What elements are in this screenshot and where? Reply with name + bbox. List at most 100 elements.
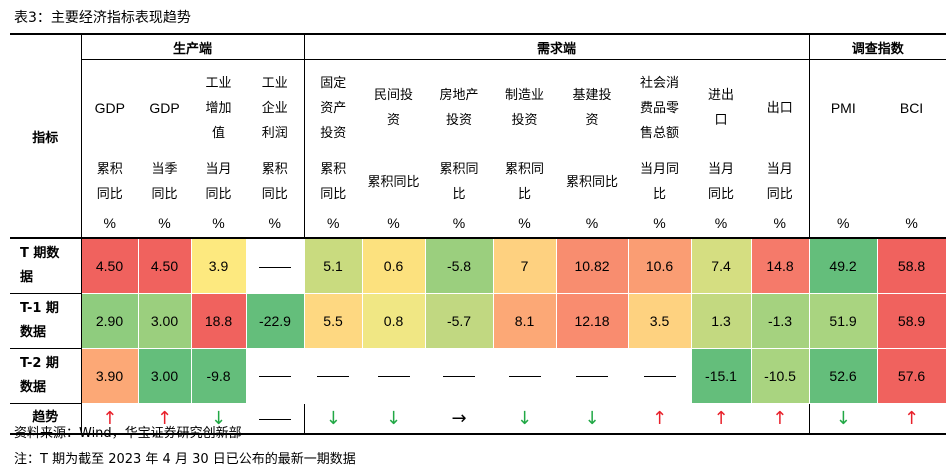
source-note: 资料来源：Wind，华宝证券研究创新部 — [14, 426, 242, 441]
trend-cell: ↓ — [191, 402, 246, 435]
data-cell: 1.3 — [690, 292, 752, 349]
data-cell: 52.6 — [808, 347, 878, 404]
data-cell: 10.6 — [627, 237, 692, 294]
column-type: 当月同比 — [640, 162, 680, 202]
data-cell — [361, 347, 426, 404]
dash-mark — [576, 376, 609, 378]
data-cell: 5.5 — [303, 292, 363, 349]
column-unit: % — [362, 208, 426, 239]
data-cell: 57.6 — [876, 347, 946, 404]
column-name: BCI — [899, 99, 924, 116]
column-unit: % — [691, 208, 752, 239]
column-type: 当月同比 — [708, 162, 735, 202]
column-name: 基建投资 — [572, 88, 612, 128]
footnote: 注：T 期为截至 2023 年 4 月 30 日已公布的最新一期数据 — [14, 452, 356, 467]
data-cell: 7 — [492, 237, 557, 294]
trend-cell: ↑ — [751, 402, 810, 435]
column-name: 进出口 — [708, 88, 735, 128]
column-name: 社会消 费品零 售总额 — [640, 75, 680, 141]
column-name: GDP — [149, 99, 180, 116]
trend-cell: ↓ — [493, 402, 557, 435]
column-type — [808, 156, 878, 208]
dash-mark — [258, 419, 291, 421]
trend-cell: ↓ — [556, 402, 629, 435]
data-cell: 3.00 — [137, 292, 192, 349]
trend-cell: ↑ — [138, 402, 191, 435]
data-cell: -1.3 — [750, 292, 810, 349]
data-cell: -5.8 — [424, 237, 494, 294]
column-name: 出口 — [766, 100, 793, 116]
group-header: 调查指数 — [808, 33, 946, 60]
data-cell: 4.50 — [80, 237, 139, 294]
trend-cell: ↓ — [303, 402, 363, 435]
table-title: 表3：主要经济指标表现趋势 — [14, 10, 191, 26]
arrow-down-icon: ↓ — [516, 407, 533, 429]
column-unit: % — [556, 208, 629, 239]
trend-cell: ↓ — [808, 402, 878, 435]
data-cell: 4.50 — [137, 237, 192, 294]
trend-cell — [246, 402, 305, 435]
arrow-down-icon: ↓ — [385, 407, 402, 429]
data-cell: -10.5 — [750, 347, 810, 404]
data-cell: 10.82 — [555, 237, 629, 294]
arrow-down-icon: ↓ — [210, 407, 227, 429]
column-type: 当月同比 — [205, 162, 232, 202]
column-type — [877, 156, 946, 208]
data-cell: 12.18 — [555, 292, 629, 349]
column-name: 工业 企业 利润 — [261, 75, 288, 141]
column-type: 累积同比 — [303, 156, 363, 208]
column-unit: % — [303, 208, 363, 239]
arrow-up-icon: ↑ — [156, 407, 173, 429]
trend-label: 趋势 — [10, 402, 82, 435]
arrow-down-icon: ↓ — [325, 407, 341, 429]
data-cell: 3.5 — [627, 292, 692, 349]
row-label: T-1 期数据 — [10, 292, 82, 348]
data-cell — [627, 347, 692, 404]
data-cell: -9.8 — [190, 347, 247, 404]
column-type: 累积同比 — [566, 174, 619, 190]
column-unit: % — [808, 208, 878, 239]
data-cell: -5.7 — [424, 292, 494, 349]
dash-mark — [443, 376, 476, 378]
column-name: 固定 资产 投资 — [303, 59, 363, 156]
data-cell: 58.8 — [876, 237, 946, 294]
group-header: 需求端 — [303, 33, 810, 60]
dash-mark — [508, 376, 541, 378]
column-type: 累积同比 — [261, 162, 288, 202]
data-cell: 14.8 — [750, 237, 810, 294]
column-type: 当季 同比 — [151, 162, 178, 202]
data-cell: 3.00 — [137, 347, 192, 404]
arrow-up-icon: ↑ — [713, 407, 729, 429]
trend-cell: → — [425, 402, 494, 435]
data-cell — [245, 347, 305, 404]
column-unit: % — [877, 208, 946, 239]
column-name: 房地产 投资 — [439, 88, 479, 128]
column-name: GDP — [94, 99, 125, 116]
data-cell — [424, 347, 494, 404]
column-type: 累积同比 — [367, 174, 420, 190]
column-unit: % — [493, 208, 557, 239]
group-header: 生产端 — [81, 33, 305, 60]
data-cell: 18.8 — [190, 292, 247, 349]
data-cell: 7.4 — [690, 237, 752, 294]
trend-cell: ↑ — [81, 402, 138, 435]
data-cell — [492, 347, 557, 404]
column-unit: % — [81, 208, 138, 239]
data-cell — [303, 347, 363, 404]
data-cell: 3.90 — [80, 347, 139, 404]
data-cell: 0.8 — [361, 292, 426, 349]
dash-mark — [317, 376, 350, 378]
arrow-down-icon: ↓ — [584, 407, 600, 429]
data-cell: 58.9 — [876, 292, 946, 349]
column-type: 当月同比 — [766, 162, 793, 202]
trend-cell: ↑ — [691, 402, 752, 435]
arrow-up-icon: ↑ — [903, 407, 920, 429]
arrow-up-icon: ↑ — [651, 407, 668, 429]
arrow-right-icon: → — [451, 407, 467, 429]
column-unit: % — [751, 208, 810, 239]
column-type: 累积同比 — [96, 162, 123, 202]
arrow-up-icon: ↑ — [772, 407, 788, 429]
trend-cell: ↑ — [877, 402, 946, 435]
data-cell: 51.9 — [808, 292, 878, 349]
trend-cell: ↓ — [362, 402, 426, 435]
